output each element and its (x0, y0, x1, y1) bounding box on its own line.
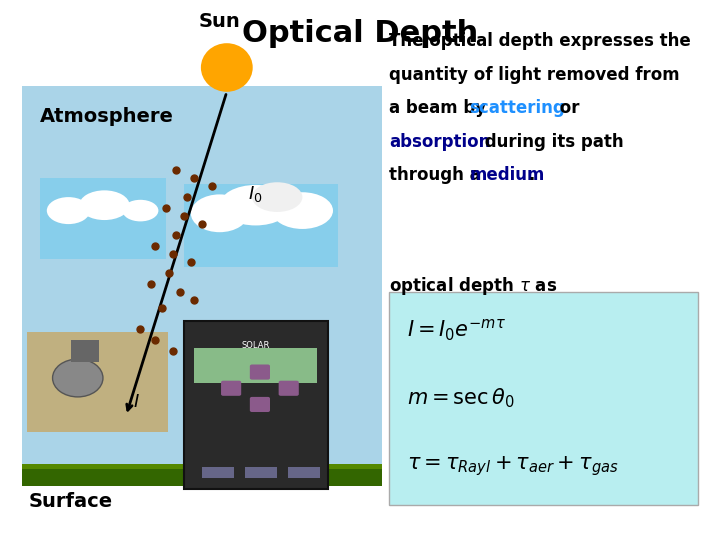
Ellipse shape (220, 185, 292, 226)
Text: absorption: absorption (389, 133, 490, 151)
Bar (22, 86, 382, 486)
Text: .: . (528, 166, 535, 184)
Text: The optical depth expresses the: The optical depth expresses the (389, 32, 690, 50)
Text: or: or (554, 99, 580, 117)
Ellipse shape (201, 43, 253, 92)
Text: $I_0$: $I_0$ (248, 184, 263, 205)
Bar (22, 467, 382, 486)
Text: during its path: during its path (479, 133, 624, 151)
Text: $m = \sec\theta_0$: $m = \sec\theta_0$ (407, 387, 515, 410)
Text: quantity of light removed from: quantity of light removed from (389, 66, 680, 84)
Text: $I = I_0 e^{-m\tau}$: $I = I_0 e^{-m\tau}$ (407, 317, 506, 343)
Bar (202, 467, 234, 478)
Bar (27, 332, 168, 432)
Text: $I$: $I$ (133, 393, 140, 411)
Ellipse shape (191, 194, 248, 232)
Bar (288, 467, 320, 478)
Text: $\tau = \tau_{Rayl} + \tau_{aer} + \tau_{gas}$: $\tau = \tau_{Rayl} + \tau_{aer} + \tau_… (407, 455, 618, 478)
Bar (245, 467, 277, 478)
FancyBboxPatch shape (279, 381, 299, 396)
Text: medium: medium (469, 166, 545, 184)
Bar (389, 292, 698, 505)
Ellipse shape (272, 192, 333, 229)
Ellipse shape (252, 183, 302, 212)
Text: Atmosphere: Atmosphere (40, 106, 174, 126)
Text: optical depth $\tau$ as: optical depth $\tau$ as (389, 275, 557, 298)
Text: SOLAR: SOLAR (241, 341, 270, 350)
Ellipse shape (79, 190, 130, 220)
FancyBboxPatch shape (221, 381, 241, 396)
Bar (184, 184, 338, 267)
Bar (194, 348, 317, 383)
Ellipse shape (122, 200, 158, 221)
Text: Sun: Sun (199, 12, 240, 31)
Text: scattering: scattering (469, 99, 565, 117)
FancyBboxPatch shape (250, 397, 270, 412)
Text: Optical Depth: Optical Depth (242, 19, 478, 48)
Text: Surface: Surface (29, 491, 113, 511)
Bar (184, 321, 328, 489)
Text: through a: through a (389, 166, 486, 184)
Text: a beam by: a beam by (389, 99, 492, 117)
FancyBboxPatch shape (250, 364, 270, 380)
Bar (71, 340, 99, 362)
Ellipse shape (47, 197, 90, 224)
Bar (40, 178, 166, 259)
Bar (22, 464, 382, 469)
Circle shape (53, 359, 103, 397)
